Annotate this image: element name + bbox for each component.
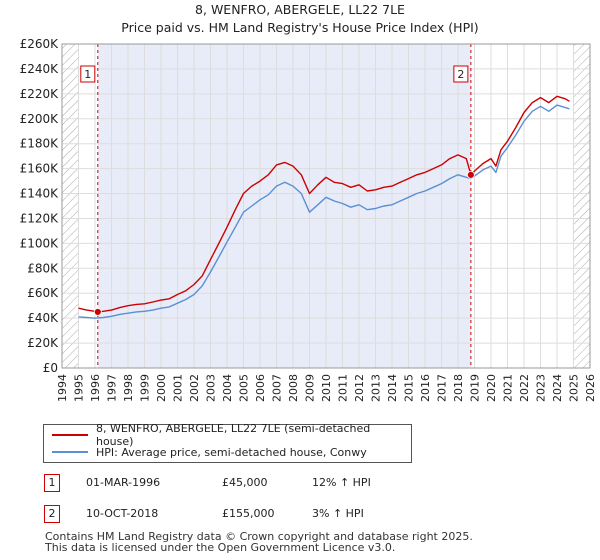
x-tick-label: 2018	[452, 374, 465, 402]
y-tick-label: £180K	[20, 137, 60, 151]
sale-label-box-1	[80, 65, 96, 83]
y-tick-label: £120K	[20, 211, 60, 225]
annotation-date-1: 01-MAR-1996	[86, 476, 161, 489]
x-tick-label: 1997	[106, 374, 119, 402]
x-tick-label: 2013	[370, 374, 383, 402]
annotation-hpi-2: 3% ↑ HPI	[312, 507, 364, 520]
hpi-series-line	[78, 104, 570, 319]
x-tick-label: 2001	[172, 374, 185, 402]
x-tick-label: 1999	[139, 374, 152, 402]
x-tick-label: 2025	[568, 374, 581, 402]
hatch-region-end	[573, 44, 590, 368]
legend-swatch-price	[52, 434, 88, 436]
footer-line-2: This data is licensed under the Open Gov…	[45, 541, 396, 554]
x-tick-label: 2017	[436, 374, 449, 402]
legend-item-price: 8, WENFRO, ABERGELE, LL22 7LE (semi-deta…	[52, 422, 411, 448]
x-tick-label: 2010	[320, 374, 333, 402]
annotation-date-2: 10-OCT-2018	[86, 507, 159, 520]
x-tick-label: 2005	[238, 374, 251, 402]
legend: 8, WENFRO, ABERGELE, LL22 7LE (semi-deta…	[43, 422, 412, 463]
sale-point-2	[466, 170, 475, 179]
plot-frame	[61, 43, 591, 369]
y-tick-label: £200K	[20, 112, 60, 126]
hatch-region-start	[62, 44, 79, 368]
sale-label-2: 2	[457, 68, 464, 81]
x-tick-label: 2008	[287, 374, 300, 402]
chart-subtitle: Price paid vs. HM Land Registry's House …	[121, 20, 479, 35]
x-tick-label: 1998	[122, 374, 135, 402]
y-tick-label: £160K	[20, 162, 60, 176]
legend-label-hpi: HPI: Average price, semi-detached house,…	[96, 445, 367, 459]
y-tick-label: £140K	[20, 187, 60, 201]
footer-line-1: Contains HM Land Registry data © Crown c…	[45, 530, 473, 543]
price-chart: £0 £20K £40K £60K £80K £100K £120K £140K £160K £1…	[20, 37, 597, 402]
x-tick-label: 1996	[89, 374, 102, 402]
x-tick-label: 2014	[386, 374, 399, 402]
y-tick-label: £80K	[27, 261, 59, 275]
x-tick-label: 2021	[502, 374, 515, 402]
x-tick-label: 2012	[353, 374, 366, 402]
sale-label-1: 1	[84, 68, 91, 81]
annotation-price-2: £155,000	[222, 507, 275, 520]
x-tick-label: 1994	[56, 374, 69, 402]
x-tick-label: 2000	[155, 374, 168, 402]
y-tick-label: £0	[43, 361, 58, 375]
x-tick-label: 2003	[205, 374, 218, 402]
y-tick-label: £100K	[20, 236, 60, 250]
x-tick-label: 2026	[584, 374, 597, 402]
price-series-line	[78, 95, 570, 313]
ownership-shade	[97, 44, 471, 368]
y-tick-label: £40K	[27, 311, 59, 325]
annotation-hpi-1: 12% ↑ HPI	[312, 476, 371, 489]
x-tick-label: 2004	[221, 374, 234, 402]
annotation-marker-2: 2	[44, 505, 60, 523]
x-tick-label: 2020	[485, 374, 498, 402]
x-tick-label: 2007	[271, 374, 284, 402]
x-tick-label: 1995	[73, 374, 86, 402]
y-tick-label: £220K	[20, 87, 60, 101]
sale-label-box-2	[453, 65, 469, 83]
x-tick-label: 2006	[254, 374, 267, 402]
legend-label-price: 8, WENFRO, ABERGELE, LL22 7LE (semi-deta…	[95, 422, 371, 448]
y-tick-label: £260K	[20, 37, 60, 51]
x-tick-label: 2011	[337, 374, 350, 402]
annotation-marker-1: 1	[44, 474, 60, 492]
x-tick-label: 2023	[535, 374, 548, 402]
annotation-price-1: £45,000	[222, 476, 268, 489]
x-tick-label: 2019	[469, 374, 482, 402]
footer: Contains HM Land Registry data © Crown c…	[45, 531, 473, 553]
x-tick-label: 2024	[551, 374, 564, 402]
legend-swatch-hpi	[52, 451, 88, 453]
legend-item-hpi: HPI: Average price, semi-detached house,…	[52, 444, 367, 460]
x-tick-label: 2002	[188, 374, 201, 402]
chart-title: 8, WENFRO, ABERGELE, LL22 7LE	[195, 2, 405, 17]
y-tick-label: £240K	[20, 62, 60, 76]
y-tick-label: £60K	[27, 286, 59, 300]
x-tick-label: 2022	[518, 374, 531, 402]
x-tick-label: 2016	[419, 374, 432, 402]
sale-point-1	[93, 308, 102, 316]
x-tick-label: 2009	[304, 374, 317, 402]
x-tick-label: 2015	[403, 374, 416, 402]
y-tick-label: £20K	[27, 336, 59, 350]
